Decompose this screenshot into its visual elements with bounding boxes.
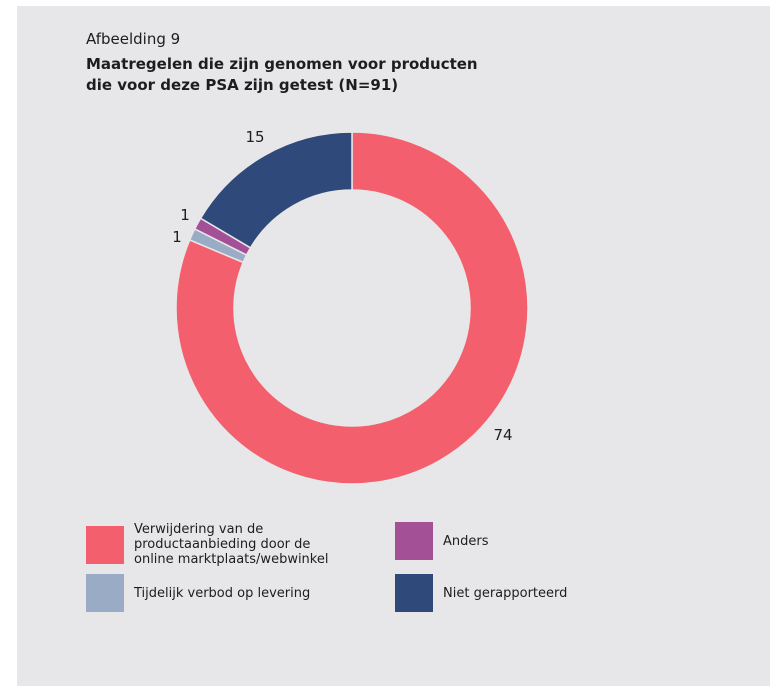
figure-number: Afbeelding 9	[86, 30, 181, 48]
slice-value-label: 15	[245, 128, 264, 146]
legend-label-tijdelijk-verbod: Tijdelijk verbod op levering	[134, 585, 311, 601]
slice-value-label: 1	[180, 206, 190, 224]
legend-label-line: Verwijdering van de	[134, 522, 264, 537]
chart-title: Maatregelen die zijn genomen voor produc…	[86, 54, 546, 96]
legend-swatch-verwijdering	[86, 525, 124, 564]
legend-swatch-tijdelijk-verbod	[86, 574, 124, 612]
legend-label-line: online marktplaats/webwinkel	[134, 552, 329, 567]
chart-panel	[17, 6, 770, 686]
slice-value-label: 1	[172, 228, 182, 246]
legend-swatch-anders	[395, 522, 433, 560]
legend-item-anders: Anders	[395, 522, 489, 560]
legend-item-verwijdering: Verwijdering van de productaanbieding do…	[86, 522, 328, 567]
legend-item-niet-gerapporteerd: Niet gerapporteerd	[395, 574, 567, 612]
legend-label-line: productaanbieding door de	[134, 537, 311, 552]
legend-swatch-niet-gerapporteerd	[395, 574, 433, 612]
legend-label-anders: Anders	[443, 533, 489, 549]
donut-slice	[199, 131, 353, 249]
legend-label-niet-gerapporteerd: Niet gerapporteerd	[443, 585, 568, 601]
chart-title-line-1: Maatregelen die zijn genomen voor produc…	[86, 55, 478, 73]
slice-value-label: 74	[493, 426, 512, 444]
legend-item-tijdelijk-verbod: Tijdelijk verbod op levering	[86, 574, 310, 612]
donut-slice	[175, 131, 529, 485]
chart-title-line-2: die voor deze PSA zijn getest (N=91)	[86, 76, 399, 94]
legend-label-verwijdering: Verwijdering van de productaanbieding do…	[134, 522, 328, 567]
